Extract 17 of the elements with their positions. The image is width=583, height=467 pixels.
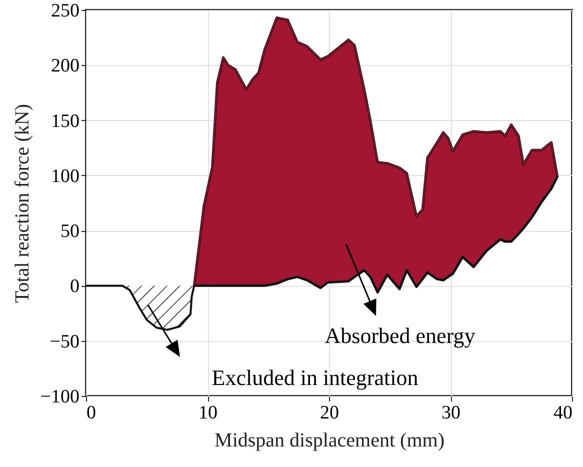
- y-axis-title: Total reaction force (kN): [11, 104, 34, 304]
- y-tick-label: 200: [51, 56, 80, 77]
- y-tick-label: −50: [50, 331, 80, 352]
- y-tick-label: 250: [51, 0, 80, 22]
- annotation: Excluded in integration: [212, 365, 418, 390]
- x-tick-label: 10: [198, 402, 218, 424]
- y-tick-label: 50: [60, 221, 80, 242]
- x-axis-title: Midspan displacement (mm): [214, 430, 444, 452]
- y-tick-label: 0: [70, 276, 80, 298]
- x-tick-label: 30: [442, 402, 460, 424]
- x-tick-label: 0: [86, 402, 96, 424]
- x-tick-label: 40: [554, 402, 572, 424]
- x-tick-label: 20: [320, 402, 339, 424]
- y-tick-label: 150: [51, 110, 80, 132]
- y-tick-label: 100: [51, 166, 80, 187]
- y-tick-label: −100: [40, 386, 80, 408]
- annotation: Absorbed energy: [324, 323, 476, 348]
